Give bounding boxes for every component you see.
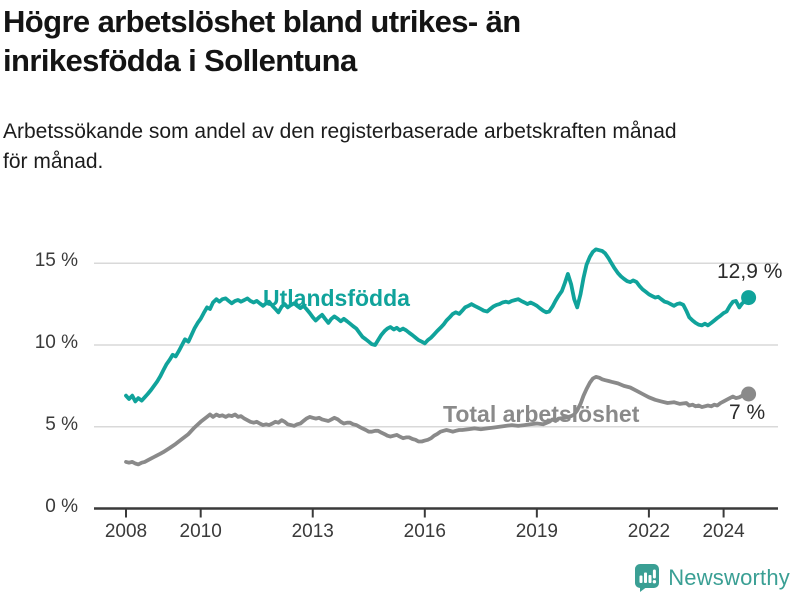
series-label-utlandsfodda: Utlandsfödda [263,285,410,311]
end-value-label-utlandsfodda: 12,9 % [717,260,783,283]
end-value-label-total: 7 % [729,401,766,424]
series-label-total-arbetsloshet: Total arbetslöshet [443,401,640,427]
page-title-line1: Högre arbetslöshet bland utrikes- än [3,4,521,39]
series-end-dot-0 [741,290,757,306]
series-line-0 [124,247,751,404]
newsworthy-logo[interactable]: Newsworthy [634,563,790,593]
page-title: Högre arbetslöshet bland utrikes- än inr… [3,2,703,80]
bar-chart-speech-bubble-icon [634,563,660,593]
chart-subtitle-line2: för månad. [3,150,104,173]
chart-subtitle-line1: Arbetssökande som andel av den registerb… [3,120,677,143]
brand-name: Newsworthy [668,565,790,590]
page-title-line2: inrikesfödda i Sollentuna [3,43,357,78]
chart-subtitle: Arbetssökande som andel av den registerb… [3,117,773,177]
series-line-1 [124,374,751,467]
series-end-dot-1 [741,386,757,402]
